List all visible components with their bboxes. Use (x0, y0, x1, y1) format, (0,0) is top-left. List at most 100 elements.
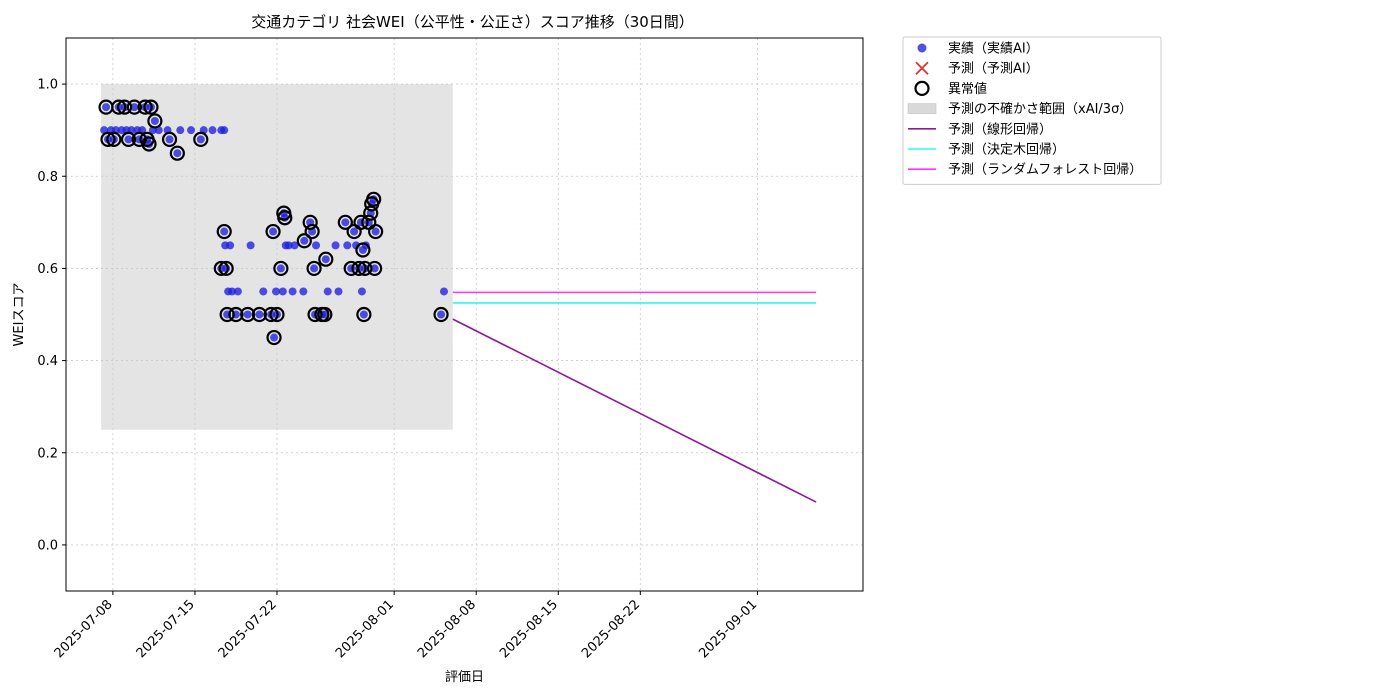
y-tick-label: 0.2 (37, 446, 58, 461)
actual-point (187, 126, 196, 135)
anomaly-ring (367, 260, 383, 277)
actual-point (439, 287, 448, 296)
anomaly-ring (169, 145, 185, 161)
plot-frame (65, 37, 864, 592)
actual-point (290, 241, 299, 250)
x-tick-label: 2025-08-15 (497, 597, 561, 661)
legend-label: 予測（ランダムフォレスト回帰） (948, 162, 1142, 178)
actual-point (228, 287, 237, 296)
anomaly-ring (269, 306, 285, 323)
anomaly-ring (357, 260, 373, 277)
x-tick-label: 2025-07-15 (134, 597, 198, 661)
anomaly-ring (120, 131, 137, 147)
anomaly-ring (137, 99, 153, 115)
actual-point (370, 264, 379, 273)
chart-title: 交通カテゴリ 社会WEI（公平性・公正さ）スコア推移（30日間） (251, 13, 694, 31)
actual-point (271, 287, 280, 296)
actual-point (233, 287, 242, 296)
anomaly-ring (277, 210, 293, 226)
actual-point (359, 310, 368, 319)
actual-point (278, 287, 287, 296)
legend-label: 異常値 (948, 81, 987, 97)
uncertainty-band (101, 84, 453, 430)
anomaly-ring (266, 329, 282, 346)
anomaly-ring (117, 99, 133, 115)
x-tick-label: 2025-08-08 (415, 597, 479, 661)
anomaly-ring (240, 306, 256, 323)
actual-point (246, 241, 255, 250)
anomaly-ring (356, 306, 372, 323)
actual-point (323, 287, 332, 296)
y-tick-label: 0.8 (37, 170, 58, 185)
anomaly-ring (366, 191, 382, 207)
actual-point (357, 287, 366, 296)
legend-label: 予測（線形回帰） (948, 121, 1052, 137)
x-tick-label: 2025-08-01 (333, 597, 397, 661)
actual-point (312, 241, 321, 250)
x-tick-label: 2025-07-22 (216, 597, 280, 661)
anomaly-ring (126, 99, 142, 115)
legend-key-cross (915, 61, 929, 75)
anomaly-ring (193, 131, 209, 147)
anomaly-ring (111, 99, 127, 115)
x-tick-label: 2025-07-08 (52, 597, 116, 661)
actual-point (331, 241, 340, 250)
anomaly-ring (337, 214, 353, 230)
actual-point (269, 227, 278, 236)
actual-point (343, 241, 352, 250)
legend-label: 予測（予測AI） (948, 62, 1039, 77)
anomaly-ring (351, 260, 367, 277)
anomaly-ring (306, 260, 322, 277)
forecast-lines-layer (452, 291, 817, 503)
anomaly-ring (161, 131, 178, 147)
legend-label: 予測の不確かさ範囲（xAI/3σ） (948, 101, 1132, 117)
actual-point (196, 135, 205, 144)
actual-point (243, 310, 252, 319)
grid-layer (66, 38, 863, 591)
anomaly-ring (317, 306, 333, 323)
actual-point (220, 126, 229, 135)
anomaly-ring (216, 223, 232, 240)
x-axis: 2025-07-08 2025-07-15 2025-07-22 2025-08-01… (52, 591, 760, 661)
actual-point (341, 218, 350, 227)
anomaly-ring (302, 214, 318, 230)
actual-point (437, 310, 446, 319)
actual-point (176, 126, 185, 135)
anomaly-ring (307, 306, 323, 323)
legend-key-ring (914, 80, 930, 97)
actual-point (284, 241, 293, 250)
forecast-line (452, 318, 817, 503)
actual-point (299, 287, 308, 296)
legend-label: 予測（決定木回帰） (948, 142, 1065, 158)
anomaly-rings-layer (98, 99, 449, 346)
anomaly-ring (213, 260, 229, 277)
anomaly-ring (318, 251, 334, 267)
actual-point (173, 149, 182, 158)
anomaly-ring (304, 223, 320, 240)
anomaly-ring (273, 260, 289, 277)
actual-point (320, 310, 329, 319)
actual-point (150, 116, 159, 125)
x-tick-label: 2025-08-22 (579, 597, 643, 661)
anomaly-ring (141, 136, 157, 152)
anomaly-ring (355, 242, 371, 258)
y-tick-label: 1.0 (37, 78, 58, 93)
anomaly-ring (100, 131, 116, 147)
actual-point (371, 227, 380, 236)
anomaly-ring (263, 306, 279, 323)
y-axis: 0.0 0.2 0.4 0.6 0.8 1.0 (37, 78, 66, 553)
anomaly-ring (368, 223, 384, 240)
anomaly-ring (106, 131, 122, 147)
y-tick-label: 0.6 (37, 262, 58, 277)
actual-point (102, 103, 111, 112)
anomaly-ring (218, 260, 234, 277)
anomaly-ring (143, 99, 159, 115)
legend-label: 実績（実績AI） (948, 41, 1039, 57)
anomaly-ring (363, 205, 379, 221)
anomaly-ring (228, 306, 244, 323)
legend-box (902, 36, 1162, 185)
actual-point (321, 255, 330, 264)
anomaly-ring (147, 113, 163, 129)
anomaly-ring (219, 306, 235, 323)
